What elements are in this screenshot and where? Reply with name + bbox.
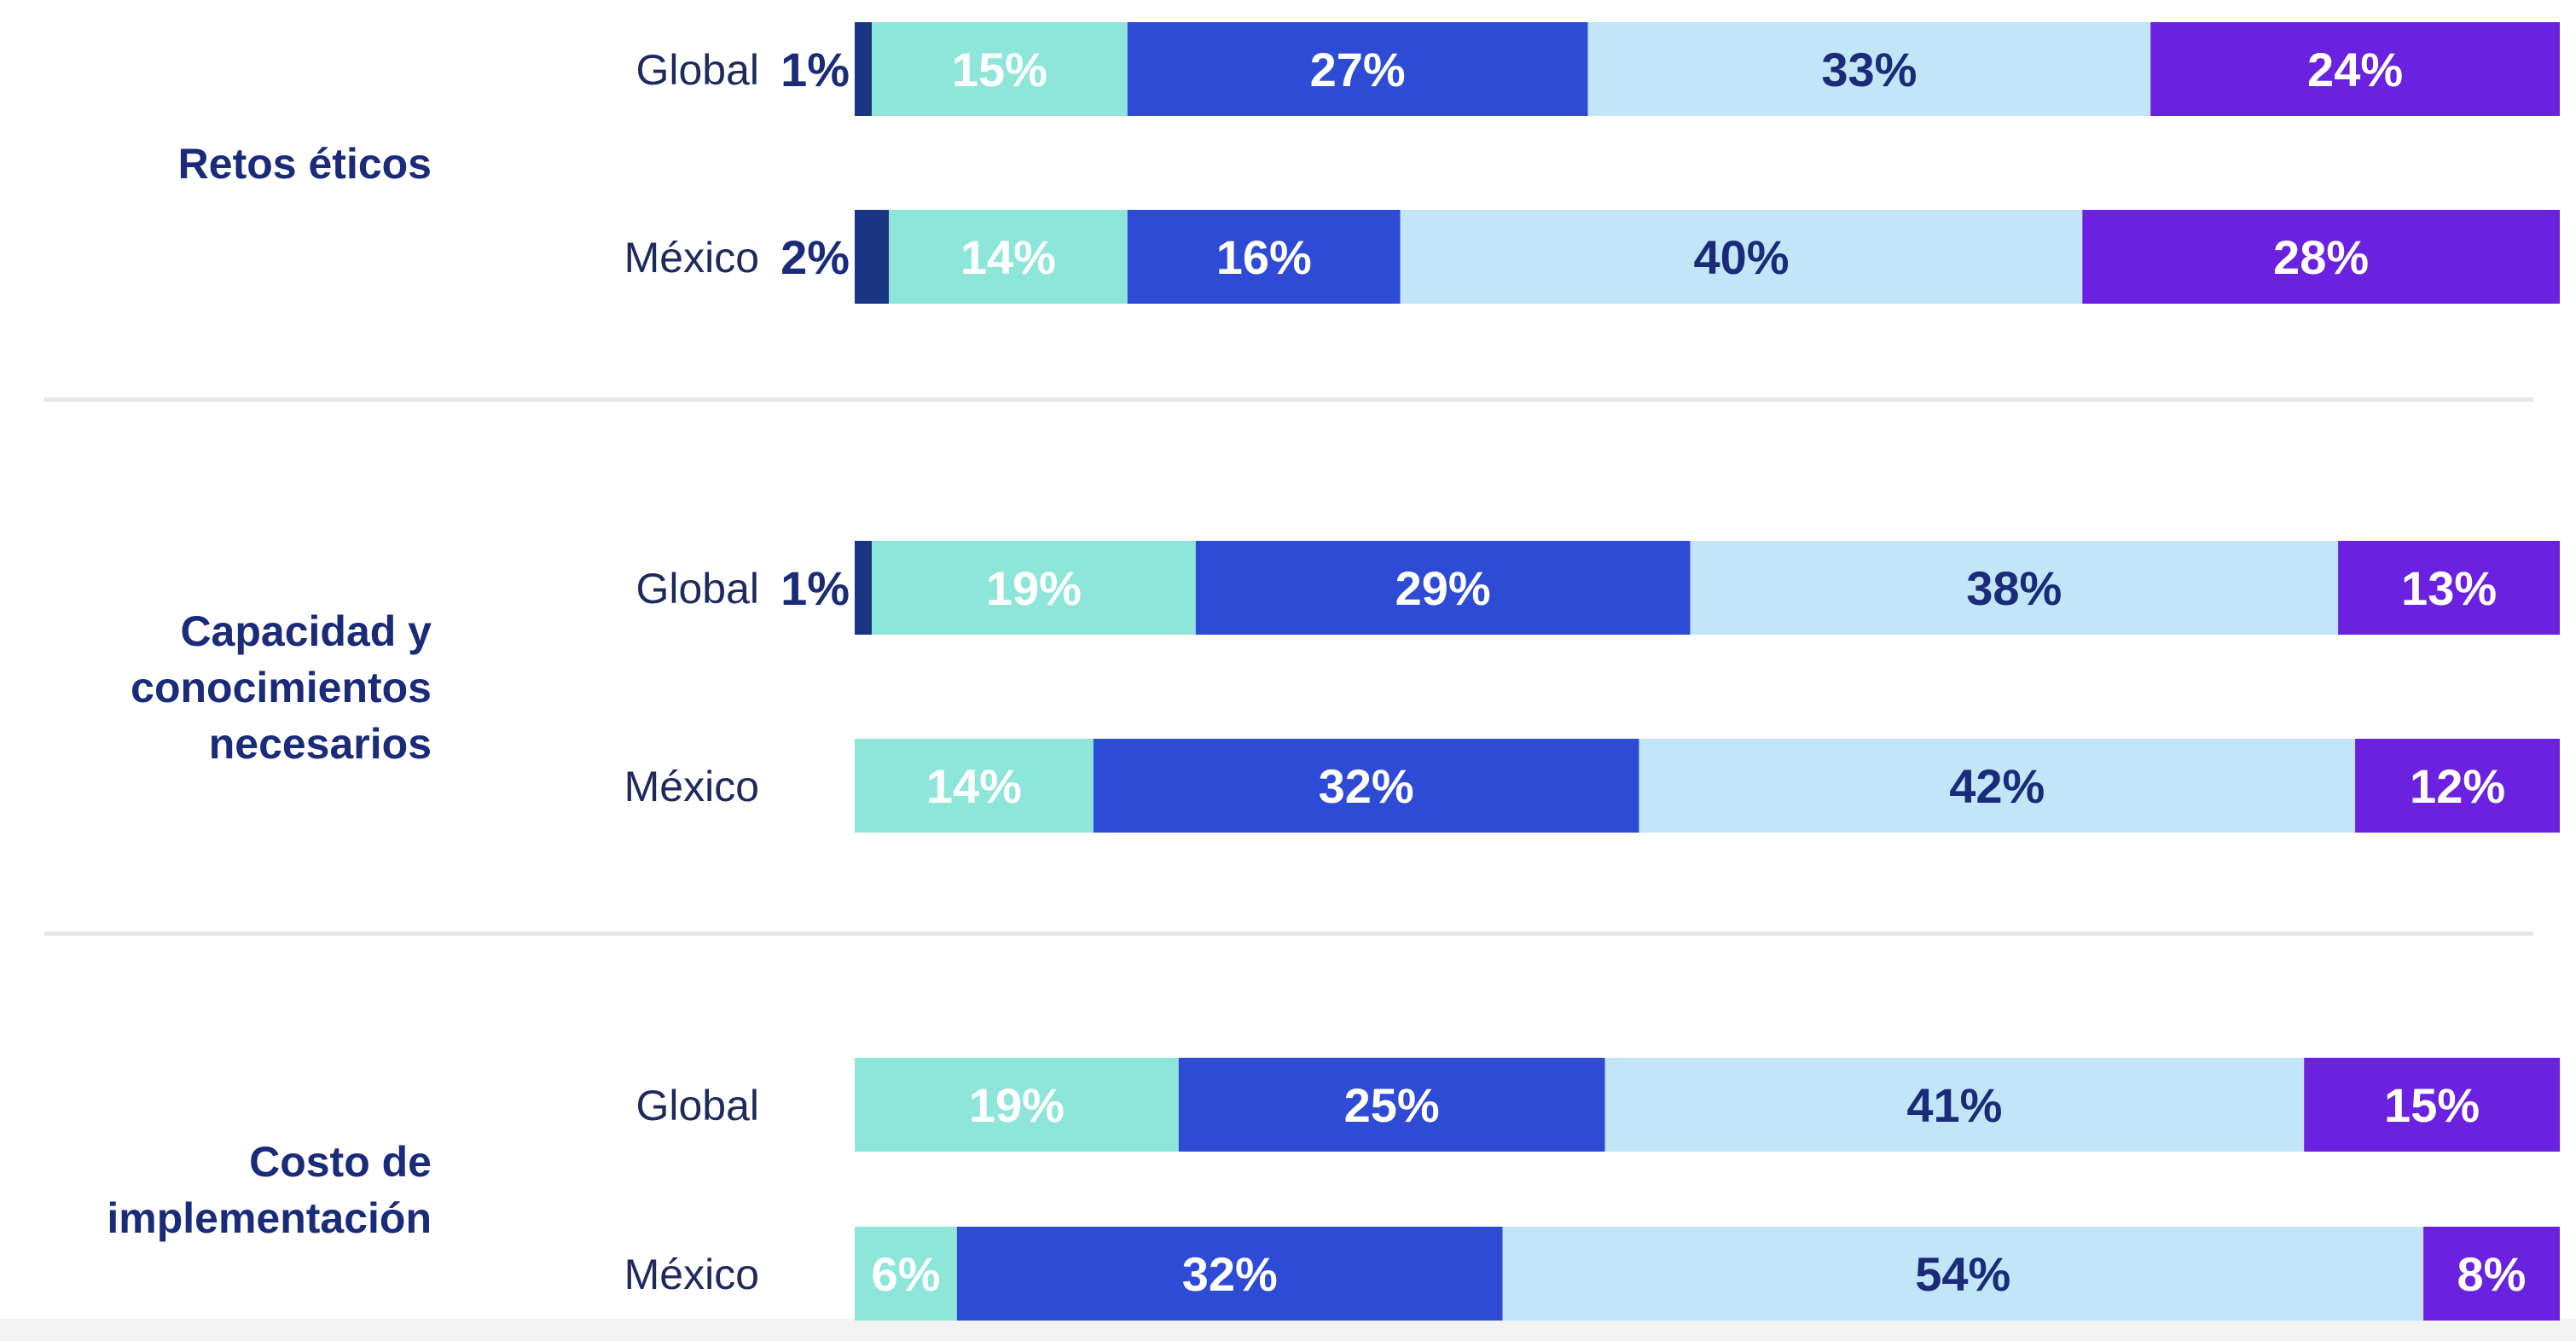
bar-segment xyxy=(1604,1058,2305,1152)
segment-value-label: 33% xyxy=(1821,43,1917,96)
bar-segment xyxy=(1690,541,2339,635)
bar-row: Global 1% 19% 29% 38% 13% xyxy=(635,541,2560,635)
segment-value-label: 19% xyxy=(986,561,1082,615)
group-label: Costo de implementación xyxy=(107,1138,432,1242)
group-dividers xyxy=(44,398,2533,936)
bar-row: Global 19% 25% 41% 15% xyxy=(635,1058,2561,1152)
segment-value-label: 1% xyxy=(780,43,850,96)
segment-value-label: 38% xyxy=(1966,561,2062,615)
segment-value-label: 2% xyxy=(780,230,850,284)
group-label: Capacidad y conocimientos necesarios xyxy=(131,607,432,768)
bar-segment xyxy=(1127,22,1588,116)
segment-value-label: 27% xyxy=(1310,43,1406,96)
bar-segment xyxy=(2355,739,2560,833)
segment-value-label: 12% xyxy=(2410,759,2505,813)
segment-value-label: 19% xyxy=(969,1078,1065,1132)
group-divider xyxy=(44,398,2533,402)
segment-value-label: 14% xyxy=(926,759,1022,813)
bar-segment xyxy=(1195,541,1691,635)
bar-segment xyxy=(2304,1058,2561,1152)
segment-value-label: 42% xyxy=(1949,759,2045,813)
bar-segment xyxy=(855,1058,1179,1152)
bar-segment xyxy=(1093,739,1639,833)
segment-value-label: 15% xyxy=(2384,1078,2480,1132)
bottom-shadow-strip xyxy=(0,1319,2576,1341)
row-label: México xyxy=(624,763,759,810)
bar-segment xyxy=(855,1227,957,1321)
bar-segment xyxy=(889,210,1128,304)
segment-value-label: 25% xyxy=(1344,1078,1440,1132)
segment-value-label: 32% xyxy=(1319,759,1414,813)
row-label: México xyxy=(624,1251,759,1298)
bar-segment xyxy=(2338,541,2560,635)
bar-segment xyxy=(1587,22,2151,116)
bar-row: México 2% 14% 16% 40% 28% xyxy=(624,210,2560,304)
group-divider xyxy=(44,932,2533,936)
row-group: Retos éticos Global 1% 15% 27% 33% 24% México 2%… xyxy=(178,22,2560,304)
bar-segment xyxy=(2423,1227,2560,1321)
bar-segment xyxy=(1502,1227,2424,1321)
row-group: Costo de implementación Global 19% 25% 41% 15%… xyxy=(107,1058,2561,1321)
bar-row: México 6% 32% 54% 8% xyxy=(624,1227,2560,1321)
group-label-line: Costo de xyxy=(249,1138,432,1186)
bar-segment xyxy=(2150,22,2560,116)
segment-value-label: 15% xyxy=(952,43,1047,96)
segment-value-label: 41% xyxy=(1906,1078,2002,1132)
group-label-line: conocimientos xyxy=(131,664,432,711)
segment-value-label: 14% xyxy=(960,230,1056,284)
bar-segment xyxy=(956,1227,1503,1321)
segment-value-label: 8% xyxy=(2457,1247,2527,1301)
segment-value-label: 16% xyxy=(1216,230,1312,284)
segment-value-label: 54% xyxy=(1915,1247,2010,1301)
bar-segment xyxy=(855,210,889,304)
group-label-line: necesarios xyxy=(209,720,432,768)
group-label-line: Capacidad y xyxy=(180,607,432,655)
row-group: Capacidad y conocimientos necesarios Global… xyxy=(131,541,2560,833)
segment-value-label: 13% xyxy=(2401,561,2497,615)
bar-segment xyxy=(1127,210,1401,304)
segment-value-label: 29% xyxy=(1395,561,1491,615)
group-label-line: Retos éticos xyxy=(178,140,432,188)
row-label: Global xyxy=(635,1082,759,1129)
group-label-line: implementación xyxy=(107,1194,432,1242)
group-label: Retos éticos xyxy=(178,140,432,188)
bar-segment xyxy=(872,541,1196,635)
bar-segment xyxy=(1400,210,2083,304)
segment-value-label: 6% xyxy=(872,1247,941,1301)
segment-value-label: 1% xyxy=(780,561,850,615)
bar-segment xyxy=(1178,1058,1605,1152)
chart-layer: Retos éticos Global 1% 15% 27% 33% 24% México 2%… xyxy=(107,22,2561,1321)
bar-segment xyxy=(872,22,1128,116)
row-label: Global xyxy=(635,565,759,612)
bar-segment xyxy=(2082,210,2560,304)
segment-value-label: 28% xyxy=(2273,230,2369,284)
bar-segment xyxy=(855,541,872,635)
row-label: Global xyxy=(635,46,759,94)
segment-value-label: 40% xyxy=(1693,230,1789,284)
bar-segment xyxy=(855,739,1094,833)
segment-value-label: 32% xyxy=(1182,1247,1278,1301)
row-label: México xyxy=(624,234,759,282)
bar-segment xyxy=(1639,739,2356,833)
segment-value-label: 24% xyxy=(2307,43,2403,96)
bar-segment xyxy=(855,22,872,116)
bar-row: México 14% 32% 42% 12% xyxy=(624,739,2560,833)
bar-row: Global 1% 15% 27% 33% 24% xyxy=(635,22,2560,116)
